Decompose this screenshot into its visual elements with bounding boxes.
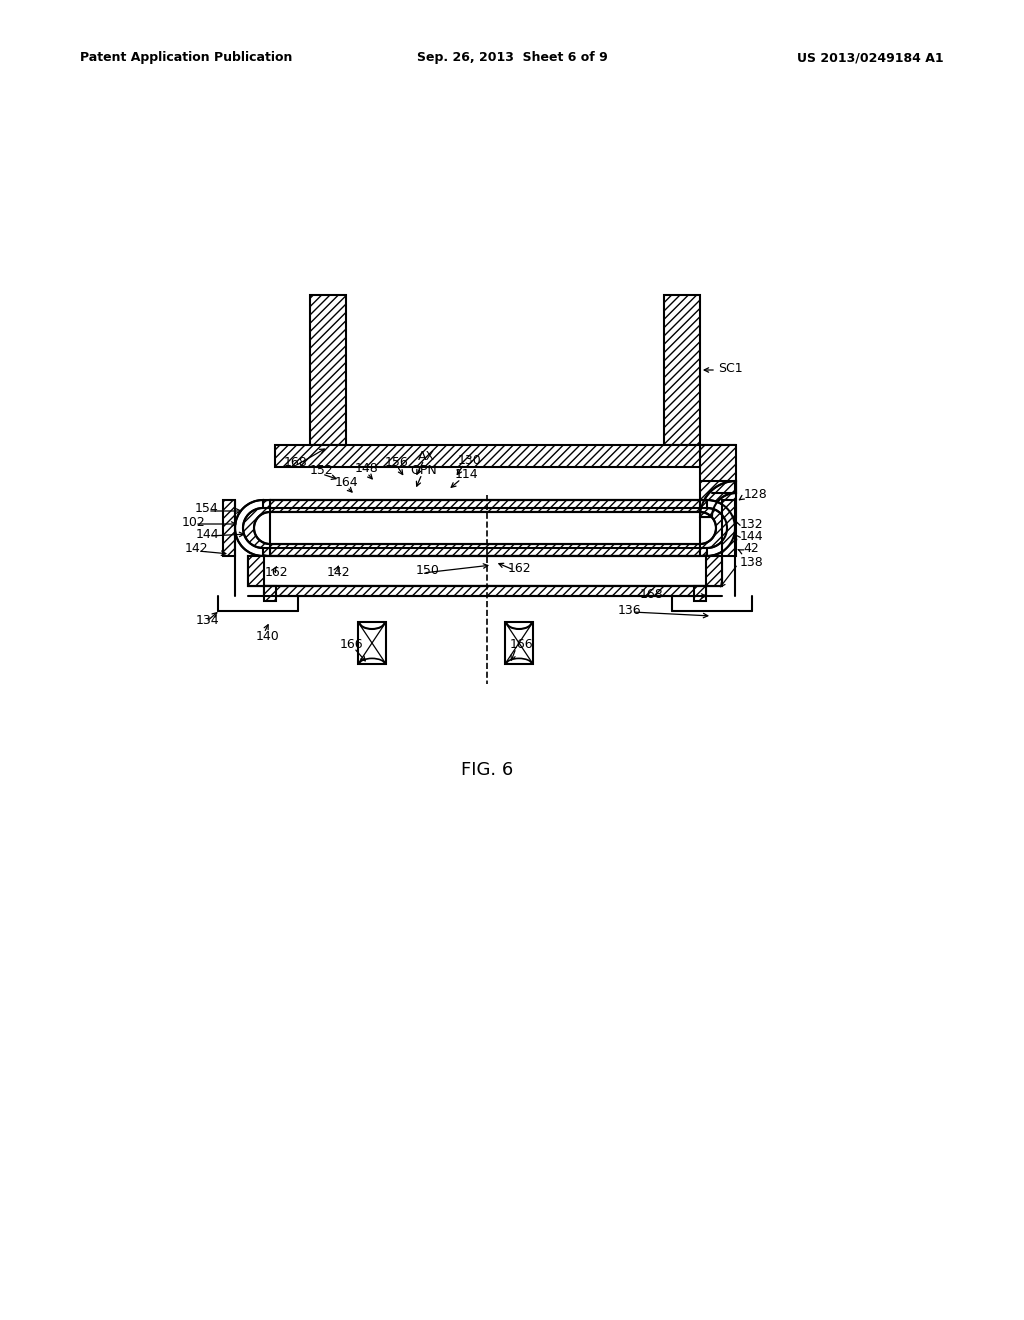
Text: 42: 42	[743, 543, 759, 556]
Text: SC1: SC1	[718, 362, 742, 375]
Text: 128: 128	[744, 487, 768, 500]
Wedge shape	[700, 500, 728, 556]
Text: Sep. 26, 2013  Sheet 6 of 9: Sep. 26, 2013 Sheet 6 of 9	[417, 51, 607, 65]
Text: 166: 166	[340, 639, 364, 652]
Text: 152: 152	[310, 463, 334, 477]
Bar	[270, 500, 700, 512]
Text: 142: 142	[327, 565, 350, 578]
Text: 162: 162	[265, 565, 289, 578]
Bar	[275, 445, 735, 467]
Text: 156: 156	[385, 455, 409, 469]
Bar	[310, 294, 346, 445]
Text: 150: 150	[416, 565, 440, 578]
Text: US 2013/0249184 A1: US 2013/0249184 A1	[798, 51, 944, 65]
Text: 154: 154	[195, 502, 219, 515]
Bar	[694, 586, 706, 601]
Bar	[706, 556, 722, 586]
Wedge shape	[242, 500, 270, 556]
Text: 140: 140	[256, 630, 280, 643]
Text: 144: 144	[196, 528, 219, 541]
Bar	[722, 500, 736, 556]
PathPatch shape	[700, 480, 736, 517]
Text: AX: AX	[418, 450, 435, 462]
Text: 130: 130	[458, 454, 481, 466]
Bar	[664, 294, 700, 445]
Text: 166: 166	[510, 639, 534, 652]
Text: 136: 136	[618, 603, 642, 616]
Wedge shape	[234, 500, 263, 556]
Text: 132: 132	[740, 517, 764, 531]
Text: 148: 148	[355, 462, 379, 475]
Bar	[505, 622, 534, 664]
Text: 144: 144	[740, 529, 764, 543]
Text: 138: 138	[740, 556, 764, 569]
Bar	[248, 556, 722, 586]
Bar	[223, 500, 234, 556]
Bar	[264, 586, 276, 601]
Text: 164: 164	[335, 477, 358, 490]
Text: Patent Application Publication: Patent Application Publication	[80, 51, 293, 65]
Text: 168: 168	[640, 587, 664, 601]
Bar	[358, 622, 386, 664]
Text: 162: 162	[508, 561, 531, 574]
Text: 134: 134	[196, 614, 219, 627]
Text: OPN: OPN	[410, 463, 437, 477]
Text: FIG. 6: FIG. 6	[461, 762, 513, 779]
Bar	[264, 586, 706, 597]
Text: 114: 114	[455, 469, 478, 482]
Wedge shape	[707, 500, 735, 556]
Text: 102: 102	[182, 516, 206, 528]
Text: 168: 168	[284, 455, 308, 469]
Bar	[248, 556, 264, 586]
Bar	[270, 544, 700, 556]
Text: 142: 142	[185, 543, 209, 556]
Bar	[270, 512, 700, 544]
Bar	[700, 445, 736, 517]
